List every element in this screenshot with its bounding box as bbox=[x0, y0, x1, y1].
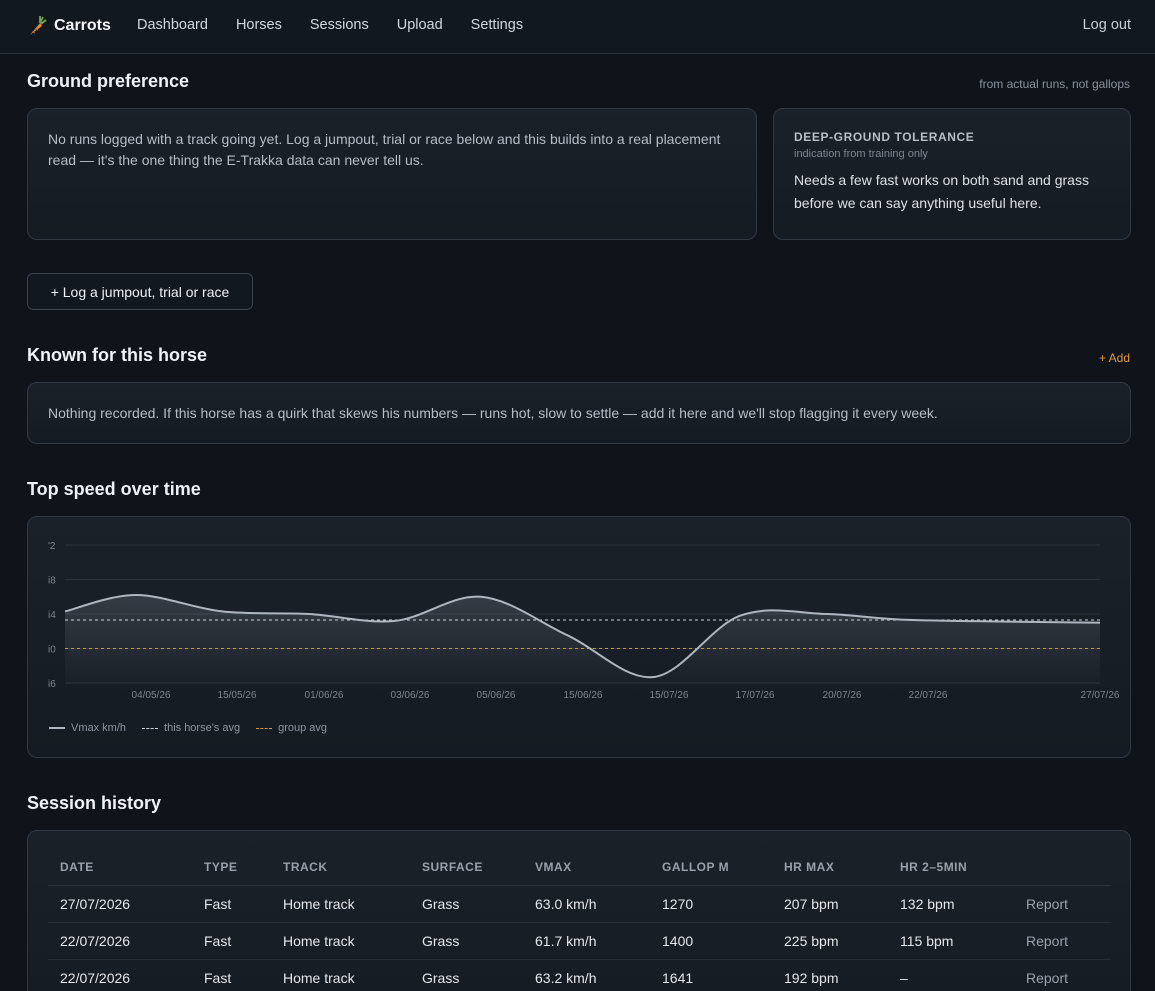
brand[interactable]: Carrots bbox=[27, 15, 111, 37]
x-tick-label: 27/07/26 bbox=[1081, 690, 1120, 701]
cell-track: Home track bbox=[271, 959, 410, 991]
cell-date: 27/07/2026 bbox=[48, 885, 192, 923]
report-link[interactable]: Report bbox=[1014, 959, 1111, 991]
main-nav: Dashboard Horses Sessions Upload Setting… bbox=[137, 17, 551, 33]
cell-date: 22/07/2026 bbox=[48, 922, 192, 960]
vmax-series-line bbox=[64, 594, 1101, 679]
known-card: Nothing recorded. If this horse has a qu… bbox=[27, 382, 1131, 444]
y-tick-label: i4 bbox=[48, 610, 56, 621]
col-actions bbox=[1014, 849, 1111, 886]
ground-preference-note: from actual runs, not gallops bbox=[979, 77, 1130, 91]
cell-date: 22/07/2026 bbox=[48, 959, 192, 991]
col-gallop: GALLOP M bbox=[650, 849, 772, 886]
y-tick-label: '2 bbox=[48, 541, 56, 552]
legend-vmax-label: Vmax km/h bbox=[71, 722, 127, 734]
cell-track: Home track bbox=[271, 922, 410, 960]
known-add-link[interactable]: + Add bbox=[1098, 351, 1130, 365]
speed-chart-card: '2 i8 i4 i0 i6 04/05/26 15/05/26 01/06/26 03/06/… bbox=[27, 516, 1131, 758]
ground-empty-text: No runs logged with a track going yet. L… bbox=[48, 131, 721, 168]
cell-surface: Grass bbox=[410, 885, 523, 923]
chart-title: Top speed over time bbox=[27, 479, 201, 499]
cell-hr-recovery: – bbox=[888, 959, 1014, 991]
cell-surface: Grass bbox=[410, 959, 523, 991]
legend-horse-avg-label: this horse's avg bbox=[164, 722, 241, 734]
col-hr-max: HR MAX bbox=[772, 849, 888, 886]
cell-vmax: 61.7 km/h bbox=[523, 922, 650, 960]
report-link[interactable]: Report bbox=[1014, 922, 1111, 960]
x-tick-label: 01/06/26 bbox=[305, 690, 344, 701]
table-row: 22/07/2026 Fast Home track Grass 63.2 km… bbox=[48, 959, 1111, 991]
nav-horses[interactable]: Horses bbox=[235, 17, 282, 33]
x-tick-label: 15/07/26 bbox=[650, 690, 689, 701]
logout-link[interactable]: Log out bbox=[1082, 17, 1131, 33]
top-navbar: Carrots Dashboard Horses Sessions Upload… bbox=[0, 0, 1155, 54]
ground-preference-title: Ground preference bbox=[27, 71, 190, 91]
deep-ground-card: DEEP-GROUND TOLERANCE indication from tr… bbox=[773, 108, 1131, 240]
cell-type: Fast bbox=[192, 885, 271, 923]
known-title: Known for this horse bbox=[27, 345, 207, 365]
x-tick-label: 17/07/26 bbox=[736, 690, 775, 701]
col-hr-recovery: HR 2–5MIN bbox=[888, 849, 1014, 886]
deep-ground-title: DEEP-GROUND TOLERANCE bbox=[794, 130, 975, 144]
cell-gallop: 1641 bbox=[650, 959, 772, 991]
col-date: DATE bbox=[48, 849, 192, 886]
nav-dashboard[interactable]: Dashboard bbox=[137, 17, 208, 33]
legend-group-avg-label: group avg bbox=[278, 722, 328, 734]
cell-hr-recovery: 115 bpm bbox=[888, 922, 1014, 960]
x-tick-label: 15/05/26 bbox=[218, 690, 257, 701]
log-run-button[interactable]: + Log a jumpout, trial or race bbox=[27, 273, 253, 310]
cell-type: Fast bbox=[192, 959, 271, 991]
report-link[interactable]: Report bbox=[1014, 885, 1111, 923]
cell-hr-recovery: 132 bpm bbox=[888, 885, 1014, 923]
cell-track: Home track bbox=[271, 885, 410, 923]
cell-hr-max: 192 bpm bbox=[772, 959, 888, 991]
brand-name: Carrots bbox=[54, 17, 111, 34]
nav-sessions[interactable]: Sessions bbox=[309, 17, 369, 33]
table-header-row: DATE TYPE TRACK SURFACE VMAX GALLOP M HR… bbox=[48, 849, 1111, 886]
cell-vmax: 63.0 km/h bbox=[523, 885, 650, 923]
cell-type: Fast bbox=[192, 922, 271, 960]
deep-ground-text: Needs a few fast works on both sand and … bbox=[794, 172, 1089, 211]
x-tick-label: 22/07/26 bbox=[909, 690, 948, 701]
y-tick-label: i6 bbox=[48, 679, 56, 690]
legend-horse-avg: this horse's avg bbox=[142, 722, 240, 734]
nav-upload[interactable]: Upload bbox=[396, 17, 443, 33]
carrot-icon bbox=[30, 16, 47, 35]
x-tick-label: 04/05/26 bbox=[132, 690, 171, 701]
history-title: Session history bbox=[27, 793, 162, 813]
table-row: 27/07/2026 Fast Home track Grass 63.0 km… bbox=[48, 885, 1111, 923]
legend-vmax: Vmax km/h bbox=[49, 722, 126, 734]
legend-horse-avg-swatch bbox=[142, 727, 159, 729]
cell-gallop: 1400 bbox=[650, 922, 772, 960]
vmax-area bbox=[65, 595, 1100, 683]
col-surface: SURFACE bbox=[410, 849, 523, 886]
history-card: DATE TYPE TRACK SURFACE VMAX GALLOP M HR… bbox=[27, 830, 1131, 991]
cell-gallop: 1270 bbox=[650, 885, 772, 923]
y-tick-label: i8 bbox=[48, 576, 56, 587]
col-vmax: VMAX bbox=[523, 849, 650, 886]
chart-legend: Vmax km/h this horse's avg group avg bbox=[49, 722, 343, 734]
x-tick-label: 20/07/26 bbox=[823, 690, 862, 701]
legend-group-avg-swatch bbox=[256, 727, 273, 729]
x-tick-label: 05/06/26 bbox=[477, 690, 516, 701]
cell-vmax: 63.2 km/h bbox=[523, 959, 650, 991]
legend-group-avg: group avg bbox=[256, 722, 327, 734]
col-track: TRACK bbox=[271, 849, 410, 886]
cell-surface: Grass bbox=[410, 922, 523, 960]
session-table: DATE TYPE TRACK SURFACE VMAX GALLOP M HR… bbox=[48, 849, 1111, 991]
legend-vmax-swatch bbox=[49, 727, 65, 729]
cell-hr-max: 225 bpm bbox=[772, 922, 888, 960]
table-row: 22/07/2026 Fast Home track Grass 61.7 km… bbox=[48, 922, 1111, 960]
deep-ground-subtitle: indication from training only bbox=[794, 148, 928, 160]
cell-hr-max: 207 bpm bbox=[772, 885, 888, 923]
ground-empty-card: No runs logged with a track going yet. L… bbox=[27, 108, 757, 240]
col-type: TYPE bbox=[192, 849, 271, 886]
speed-chart: '2 i8 i4 i0 i6 04/05/26 15/05/26 01/06/26 03/06/… bbox=[48, 541, 1120, 701]
y-tick-label: i0 bbox=[48, 645, 56, 656]
known-text: Nothing recorded. If this horse has a qu… bbox=[48, 405, 938, 421]
x-tick-label: 15/06/26 bbox=[564, 690, 603, 701]
x-tick-label: 03/06/26 bbox=[391, 690, 430, 701]
nav-settings[interactable]: Settings bbox=[470, 17, 524, 33]
